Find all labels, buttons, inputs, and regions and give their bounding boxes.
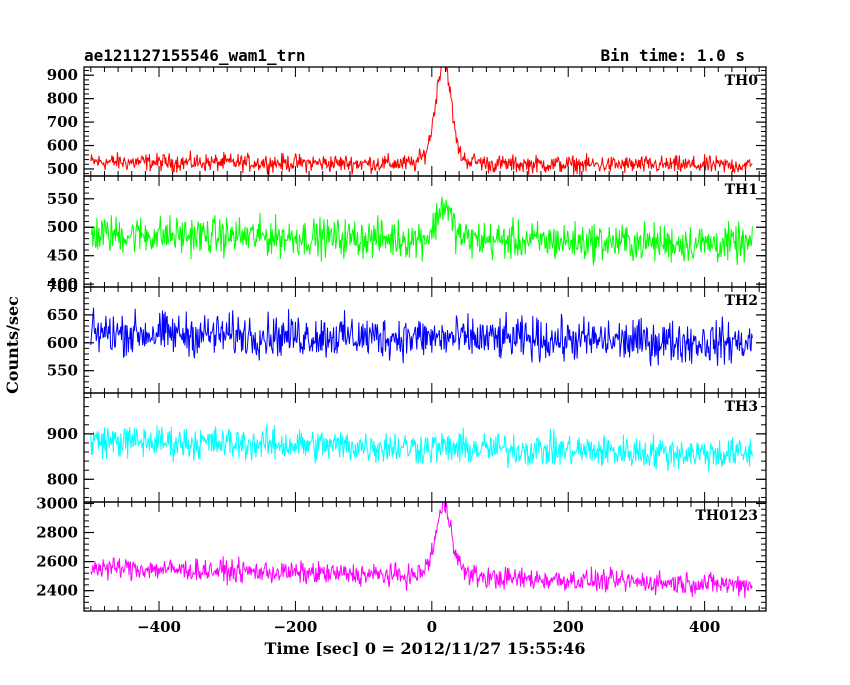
trace-th1: [90, 196, 753, 266]
bin-time-label: Bin time: 1.0 s: [601, 46, 746, 65]
y-tick-label: 450: [47, 247, 78, 265]
y-tick-label: 2800: [36, 524, 78, 542]
object-name-label: ae121127155546_wam1_trn: [84, 46, 306, 65]
panel-th0: TH0 500 600 700 800 900: [47, 66, 767, 178]
panel-frame: [83, 501, 767, 612]
trace-th0123: [90, 502, 753, 599]
y-tick-label: 900: [47, 66, 78, 84]
panel-label-th3: TH3: [725, 399, 758, 415]
y-tick-label: 400: [47, 275, 78, 293]
x-tick-label: 200: [553, 618, 584, 636]
y-tick-label: 500: [47, 218, 78, 236]
y-tick-label: 800: [47, 470, 78, 488]
y-tick-label: 2600: [36, 553, 78, 571]
x-axis-title: Time [sec] 0 = 2012/11/27 15:55:46: [265, 639, 586, 658]
trace-th3: [90, 424, 753, 472]
y-tick-label: 3000: [36, 494, 78, 512]
y-tick-label: 900: [47, 425, 78, 443]
panel-label-th2: TH2: [725, 293, 758, 309]
panel-th0123: TH0123 2400 2600 2800 3000: [36, 494, 767, 612]
panel-th3: TH3 800 900: [47, 392, 767, 503]
y-tick-label: 600: [47, 334, 78, 352]
x-tick-label: 400: [689, 618, 720, 636]
x-axis: −400 −200 0 200 400: [137, 618, 720, 636]
y-tick-label: 700: [47, 113, 78, 131]
x-tick-label: 0: [427, 618, 437, 636]
panel-th2: TH2 550 600 650 700: [47, 278, 767, 394]
panel-label-th0: TH0: [725, 73, 759, 89]
y-tick-label: 600: [47, 137, 78, 155]
panel-th1: TH1 400 450 500 550: [47, 175, 767, 293]
y-tick-label: 550: [47, 362, 78, 380]
y-tick-label: 2400: [36, 582, 78, 600]
trace-th0: [90, 67, 753, 176]
panel-label-th0123: TH0123: [695, 508, 758, 524]
y-tick-label: 500: [47, 160, 78, 178]
y-tick-label: 550: [47, 190, 78, 208]
y-tick-label: 700: [47, 278, 78, 296]
y-tick-label: 800: [47, 90, 78, 108]
y-axis-title: Counts/sec: [3, 296, 22, 394]
x-tick-label: −400: [137, 618, 181, 636]
y-tick-label: 650: [47, 306, 78, 324]
x-tick-label: −200: [273, 618, 317, 636]
panels-group: TH0 500 600 700 800 900 TH1 400 450 500 550 TH2 550 6…: [36, 66, 767, 612]
panel-label-th1: TH1: [725, 182, 758, 198]
trace-th2: [90, 307, 753, 367]
